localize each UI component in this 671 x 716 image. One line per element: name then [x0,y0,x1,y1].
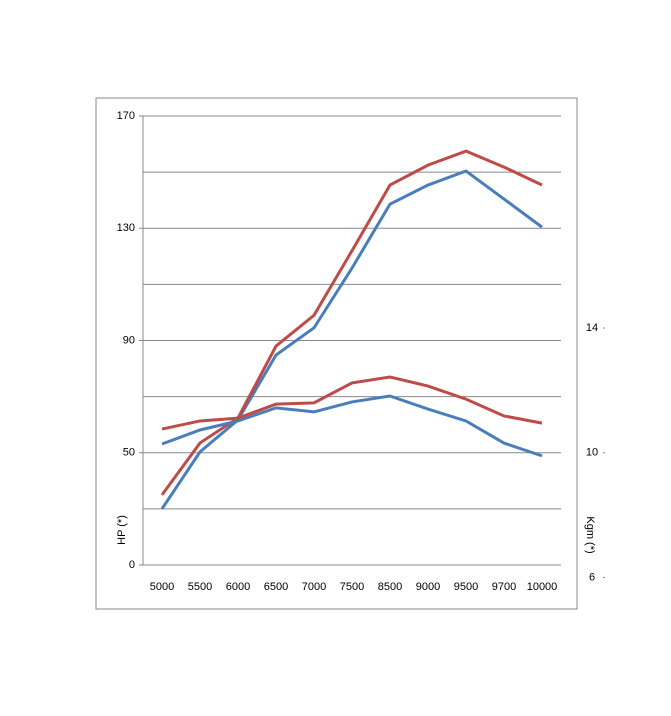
series-line [160,169,543,510]
y2-tick-label: 6 [589,571,595,583]
x-tick-label: 10000 [527,581,558,593]
series-line [161,394,543,458]
y2-tick-label: 14 [586,322,598,334]
y-tick-label: 130 [117,222,135,234]
x-tick-label: 5500 [188,581,212,593]
x-tick-label: 6000 [226,581,250,593]
series-line [160,149,543,496]
y2-axis-label: Kgm (*) [584,516,596,553]
y-axis-label: HP (*) [116,515,128,545]
x-tick-label: 9500 [454,581,478,593]
y-tick-label: 90 [123,334,135,346]
x-tick-label: 5000 [150,581,174,593]
x-tick-label: 6500 [264,581,288,593]
y-tick-label: 0 [129,559,135,571]
y-tick-label: 50 [123,447,135,459]
x-tick-label: 7000 [302,581,326,593]
chart-frame [95,97,578,610]
y2-tick-label: 10 [586,447,598,459]
x-tick-label: 9000 [416,581,440,593]
x-tick-label: 9700 [492,581,516,593]
y-tick-label: 170 [117,110,135,122]
x-tick-label: 8500 [378,581,402,593]
series-line [161,375,543,431]
x-tick-label: 7500 [340,581,364,593]
